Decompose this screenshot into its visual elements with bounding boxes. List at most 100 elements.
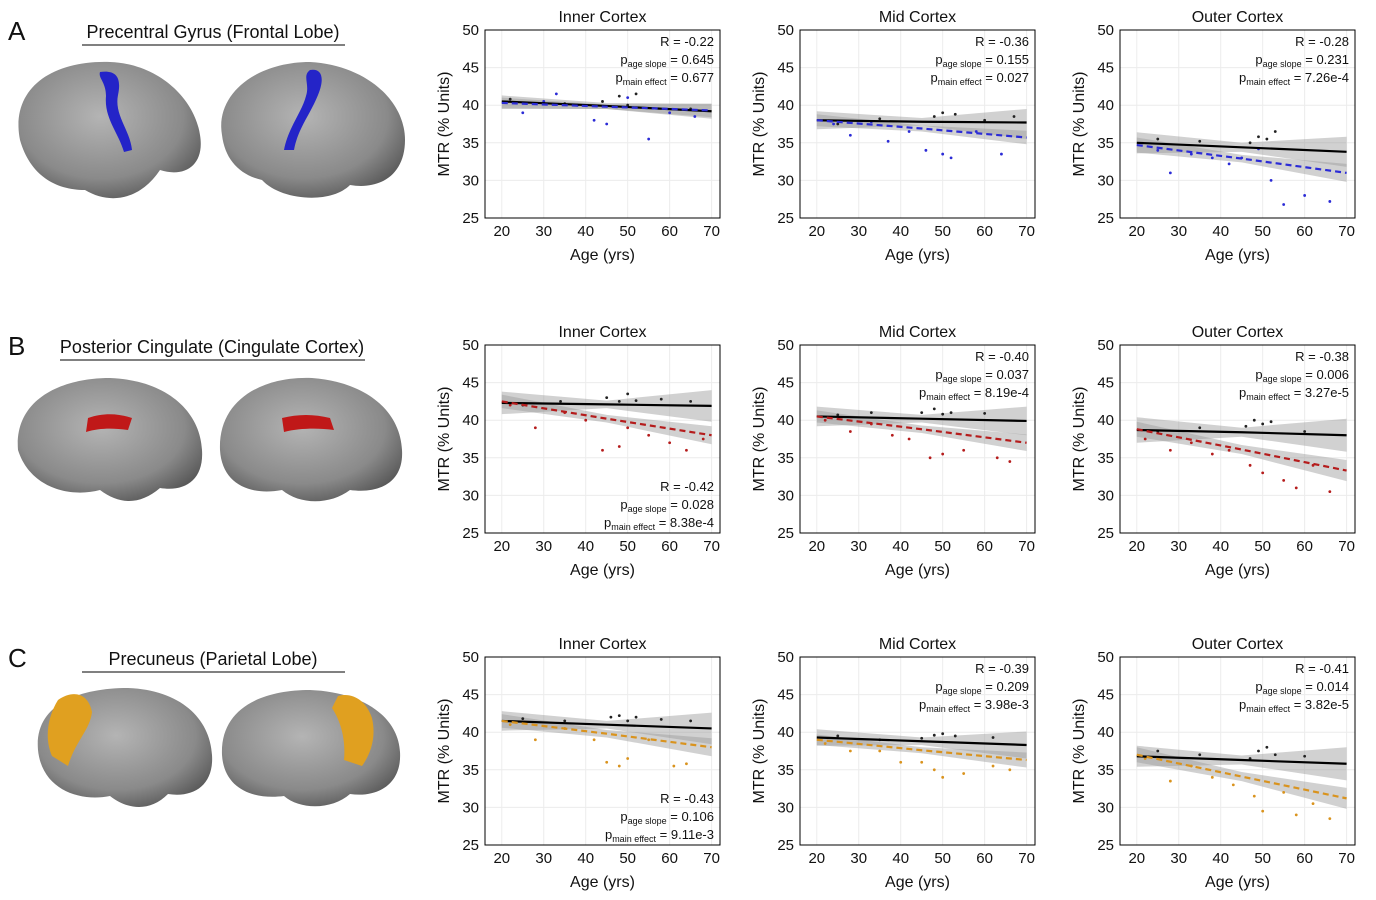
region-title: Precuneus (Parietal Lobe) <box>108 649 317 669</box>
data-point <box>605 396 609 400</box>
x-axis-label: Age (yrs) <box>885 247 950 264</box>
data-point <box>1328 200 1332 203</box>
stat-p-subscript: age slope <box>628 504 667 514</box>
data-point <box>907 437 911 441</box>
fit-line <box>1136 753 1347 800</box>
stat-p-letter: p <box>919 697 926 712</box>
stat-r: R = -0.28 <box>1295 34 1349 49</box>
data-point <box>685 762 688 766</box>
region-title: Posterior Cingulate (Cingulate Cortex) <box>60 337 364 357</box>
stat-p-letter: p <box>935 367 942 382</box>
chart-title: Mid Cortex <box>879 324 956 341</box>
y-tick-label: 30 <box>462 799 479 816</box>
stat-p: pmain effect = 9.11e-3 <box>605 827 714 844</box>
fit-line <box>501 401 712 408</box>
data-point <box>886 139 890 143</box>
data-point <box>508 403 512 407</box>
y-tick-label: 40 <box>462 97 479 114</box>
chart-title: Outer Cortex <box>1192 9 1284 26</box>
y-tick-label: 25 <box>462 525 479 542</box>
data-point <box>1261 809 1265 813</box>
data-point <box>932 407 936 411</box>
x-tick-label: 20 <box>493 538 510 555</box>
chart-title: Outer Cortex <box>1192 636 1284 653</box>
data-point <box>659 397 663 401</box>
x-tick-label: 70 <box>703 850 720 867</box>
stat-p-letter: p <box>1255 679 1262 694</box>
y-tick-label: 30 <box>777 799 794 816</box>
x-tick-label: 60 <box>976 850 993 867</box>
data-point <box>941 775 945 779</box>
plot-frame <box>799 656 1036 846</box>
x-axis-label: Age (yrs) <box>570 874 635 891</box>
y-tick-label: 40 <box>777 97 794 114</box>
y-tick-label: 35 <box>777 135 794 152</box>
x-tick-label: 20 <box>808 538 825 555</box>
x-tick-label: 60 <box>661 850 678 867</box>
chart-title: Inner Cortex <box>558 9 646 26</box>
confidence-band <box>816 406 1027 436</box>
data-point <box>941 152 945 156</box>
data-point <box>1303 430 1307 433</box>
data-point <box>554 92 558 96</box>
x-tick-label: 70 <box>1018 538 1035 555</box>
y-tick-label: 50 <box>462 337 479 354</box>
y-tick-label: 40 <box>462 412 479 429</box>
data-point <box>907 130 911 133</box>
x-tick-label: 60 <box>976 538 993 555</box>
data-point <box>836 734 840 738</box>
fit-line <box>816 119 1027 139</box>
data-point <box>1156 148 1160 152</box>
x-tick-label: 50 <box>619 538 636 555</box>
stat-p: page slope = 0.231 <box>1255 52 1349 69</box>
stat-p: pmain effect = 3.98e-3 <box>919 697 1029 714</box>
data-point <box>1168 448 1172 452</box>
data-point <box>1269 179 1273 182</box>
data-point <box>647 433 651 437</box>
data-point <box>962 772 966 775</box>
x-tick-label: 20 <box>493 223 510 240</box>
confidence-band <box>501 390 712 422</box>
brain-images-b <box>17 377 403 502</box>
stat-p-letter: p <box>620 52 627 67</box>
y-tick-label: 35 <box>777 762 794 779</box>
data-point <box>689 719 693 723</box>
fit-line <box>501 400 712 437</box>
data-point <box>647 137 651 141</box>
data-point <box>920 736 924 740</box>
x-tick-label: 40 <box>892 223 909 240</box>
data-point <box>609 715 613 719</box>
x-axis-label: Age (yrs) <box>1205 562 1270 579</box>
plot-frame <box>799 344 1036 534</box>
data-point <box>617 764 621 768</box>
data-point <box>563 719 567 723</box>
stat-p-letter: p <box>605 827 612 842</box>
y-axis-label: MTR (% Units) <box>1071 699 1088 804</box>
data-point <box>659 718 663 721</box>
fit-line <box>816 736 1027 747</box>
data-point <box>605 760 609 764</box>
y-tick-label: 35 <box>462 450 479 467</box>
data-point <box>949 156 953 160</box>
plot-frame <box>1119 344 1356 534</box>
x-tick-label: 50 <box>619 223 636 240</box>
data-point <box>920 411 924 415</box>
data-point <box>920 760 924 764</box>
x-tick-label: 30 <box>535 850 552 867</box>
brain-images-c <box>37 688 401 807</box>
plot-background <box>800 657 1035 845</box>
data-point <box>1282 478 1286 482</box>
y-tick-label: 50 <box>777 337 794 354</box>
x-tick-label: 20 <box>1128 850 1145 867</box>
y-tick-label: 25 <box>777 837 794 854</box>
x-tick-label: 50 <box>1254 850 1271 867</box>
data-point <box>953 734 957 738</box>
data-point <box>1143 757 1147 760</box>
y-tick-label: 45 <box>462 375 479 392</box>
stat-p: pmain effect = 8.38e-4 <box>604 515 714 532</box>
y-tick-label: 45 <box>462 687 479 704</box>
data-point <box>832 122 835 126</box>
y-tick-label: 25 <box>462 210 479 227</box>
data-point <box>983 118 987 122</box>
